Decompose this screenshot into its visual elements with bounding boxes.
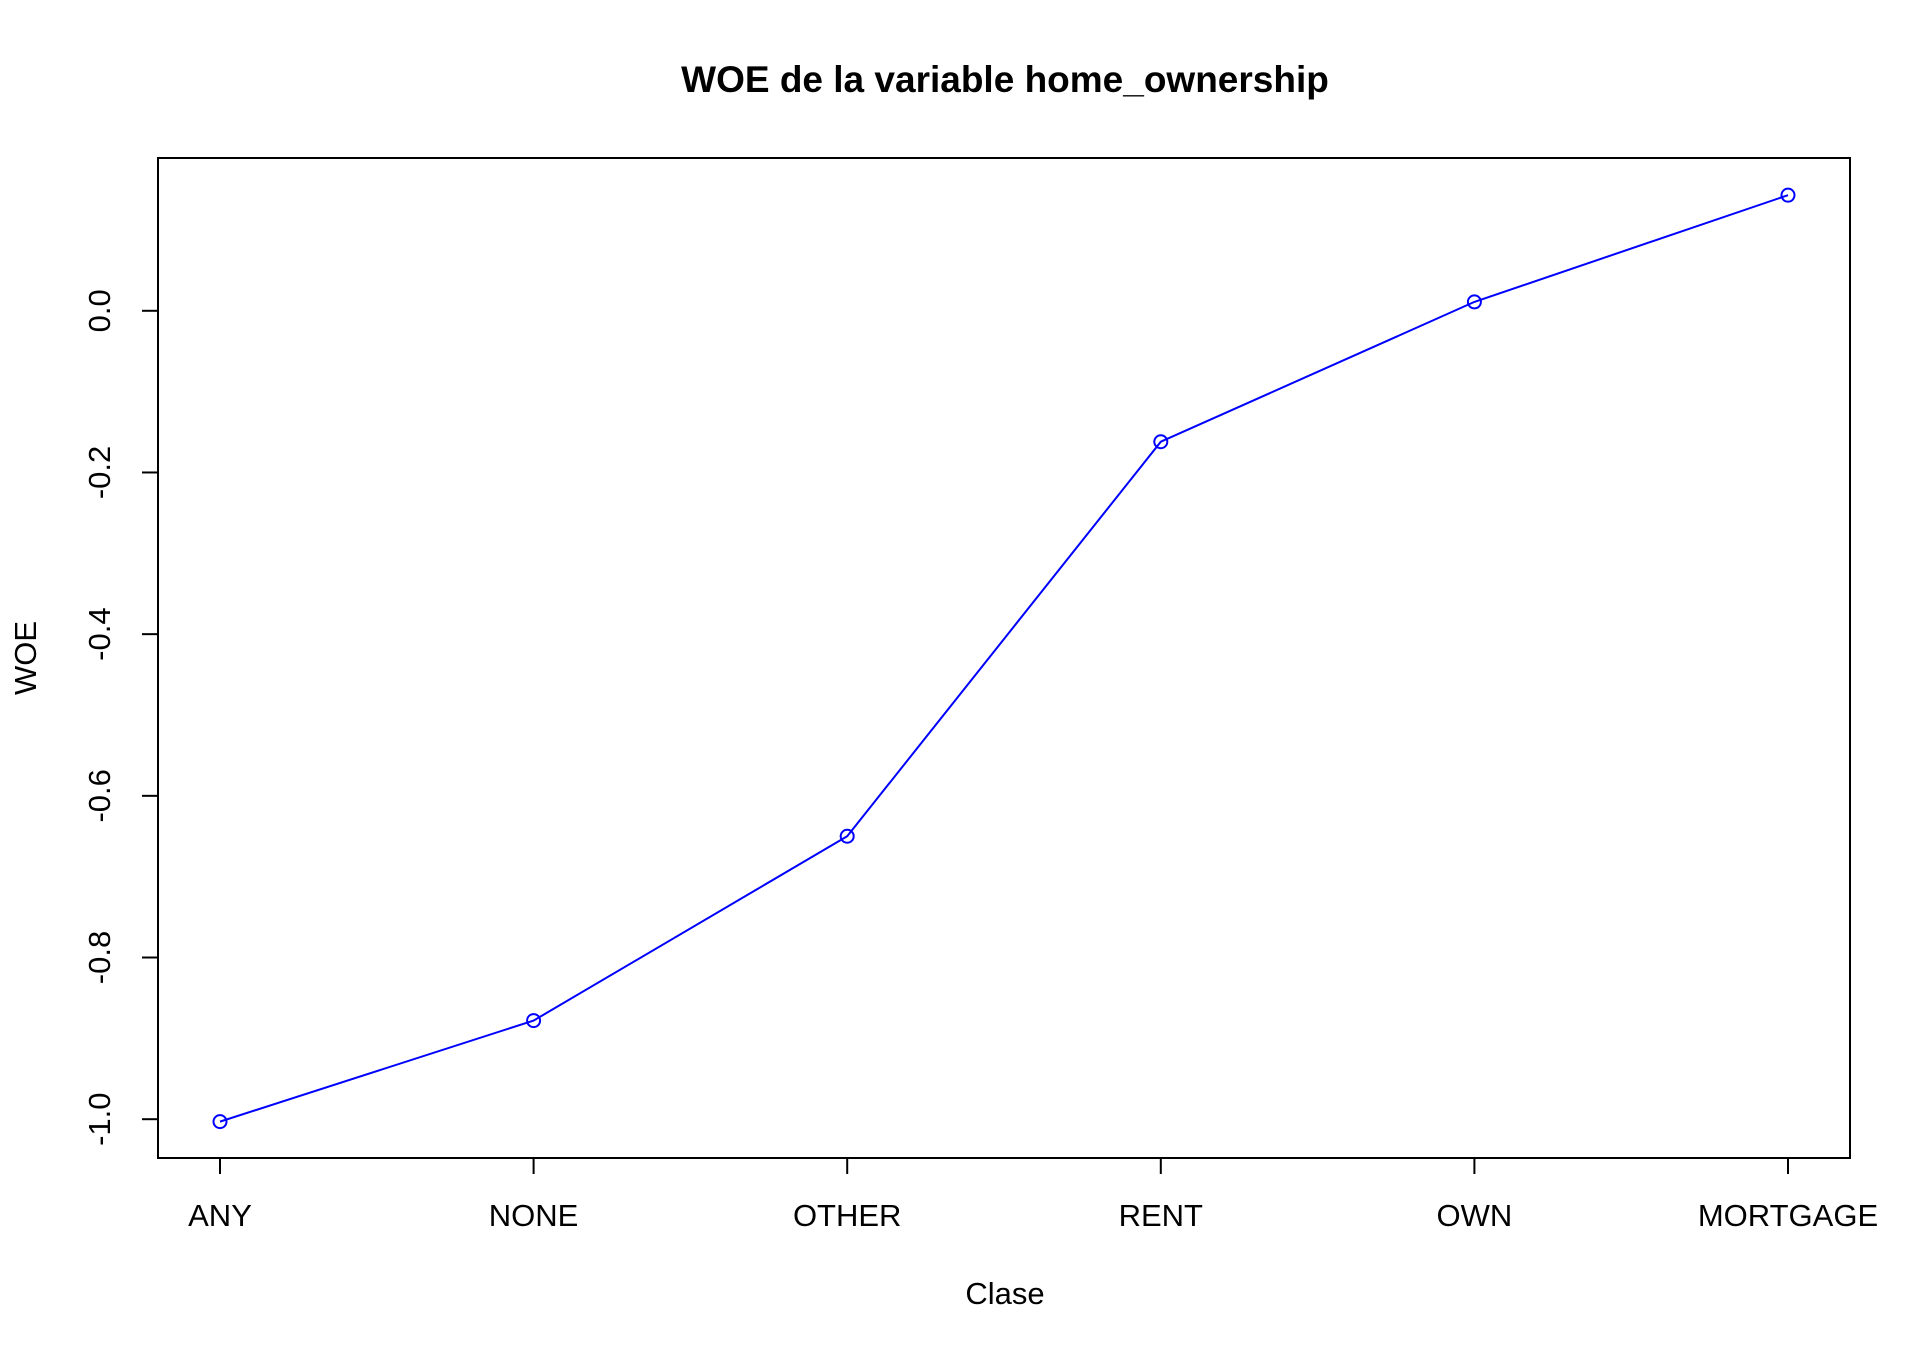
x-tick-label: OWN (1437, 1198, 1513, 1233)
x-tick-label: MORTGAGE (1698, 1198, 1878, 1233)
series-layer (212, 187, 1796, 1130)
x-axis-label: Clase (965, 1276, 1044, 1311)
x-tick-label: NONE (489, 1198, 579, 1233)
x-tick-label: OTHER (793, 1198, 902, 1233)
data-point-other (839, 828, 855, 844)
data-point-mortgage (1780, 187, 1796, 203)
x-tick-label: RENT (1119, 1198, 1203, 1233)
data-point-own (1466, 294, 1482, 310)
data-point-none (526, 1013, 542, 1029)
y-tick-label: -0.6 (82, 769, 117, 822)
plot-frame (157, 157, 1851, 1159)
y-axis: -1.0 -0.8 -0.6 -0.4 -0.2 0.0 (82, 289, 158, 1146)
y-tick-label: -0.2 (82, 446, 117, 499)
y-tick-label: -1.0 (82, 1092, 117, 1145)
y-tick-label: -0.4 (82, 607, 117, 660)
y-tick-label: -0.8 (82, 931, 117, 984)
x-axis: ANY NONE OTHER RENT OWN MORTGAGE (188, 1158, 1878, 1233)
y-tick-label: 0.0 (82, 289, 117, 332)
y-axis-label: WOE (8, 621, 43, 695)
chart-title: WOE de la variable home_ownership (681, 59, 1329, 100)
x-tick-label: ANY (188, 1198, 252, 1233)
data-point-any (212, 1114, 228, 1130)
series-line (219, 194, 1789, 1123)
data-point-rent (1153, 434, 1169, 450)
